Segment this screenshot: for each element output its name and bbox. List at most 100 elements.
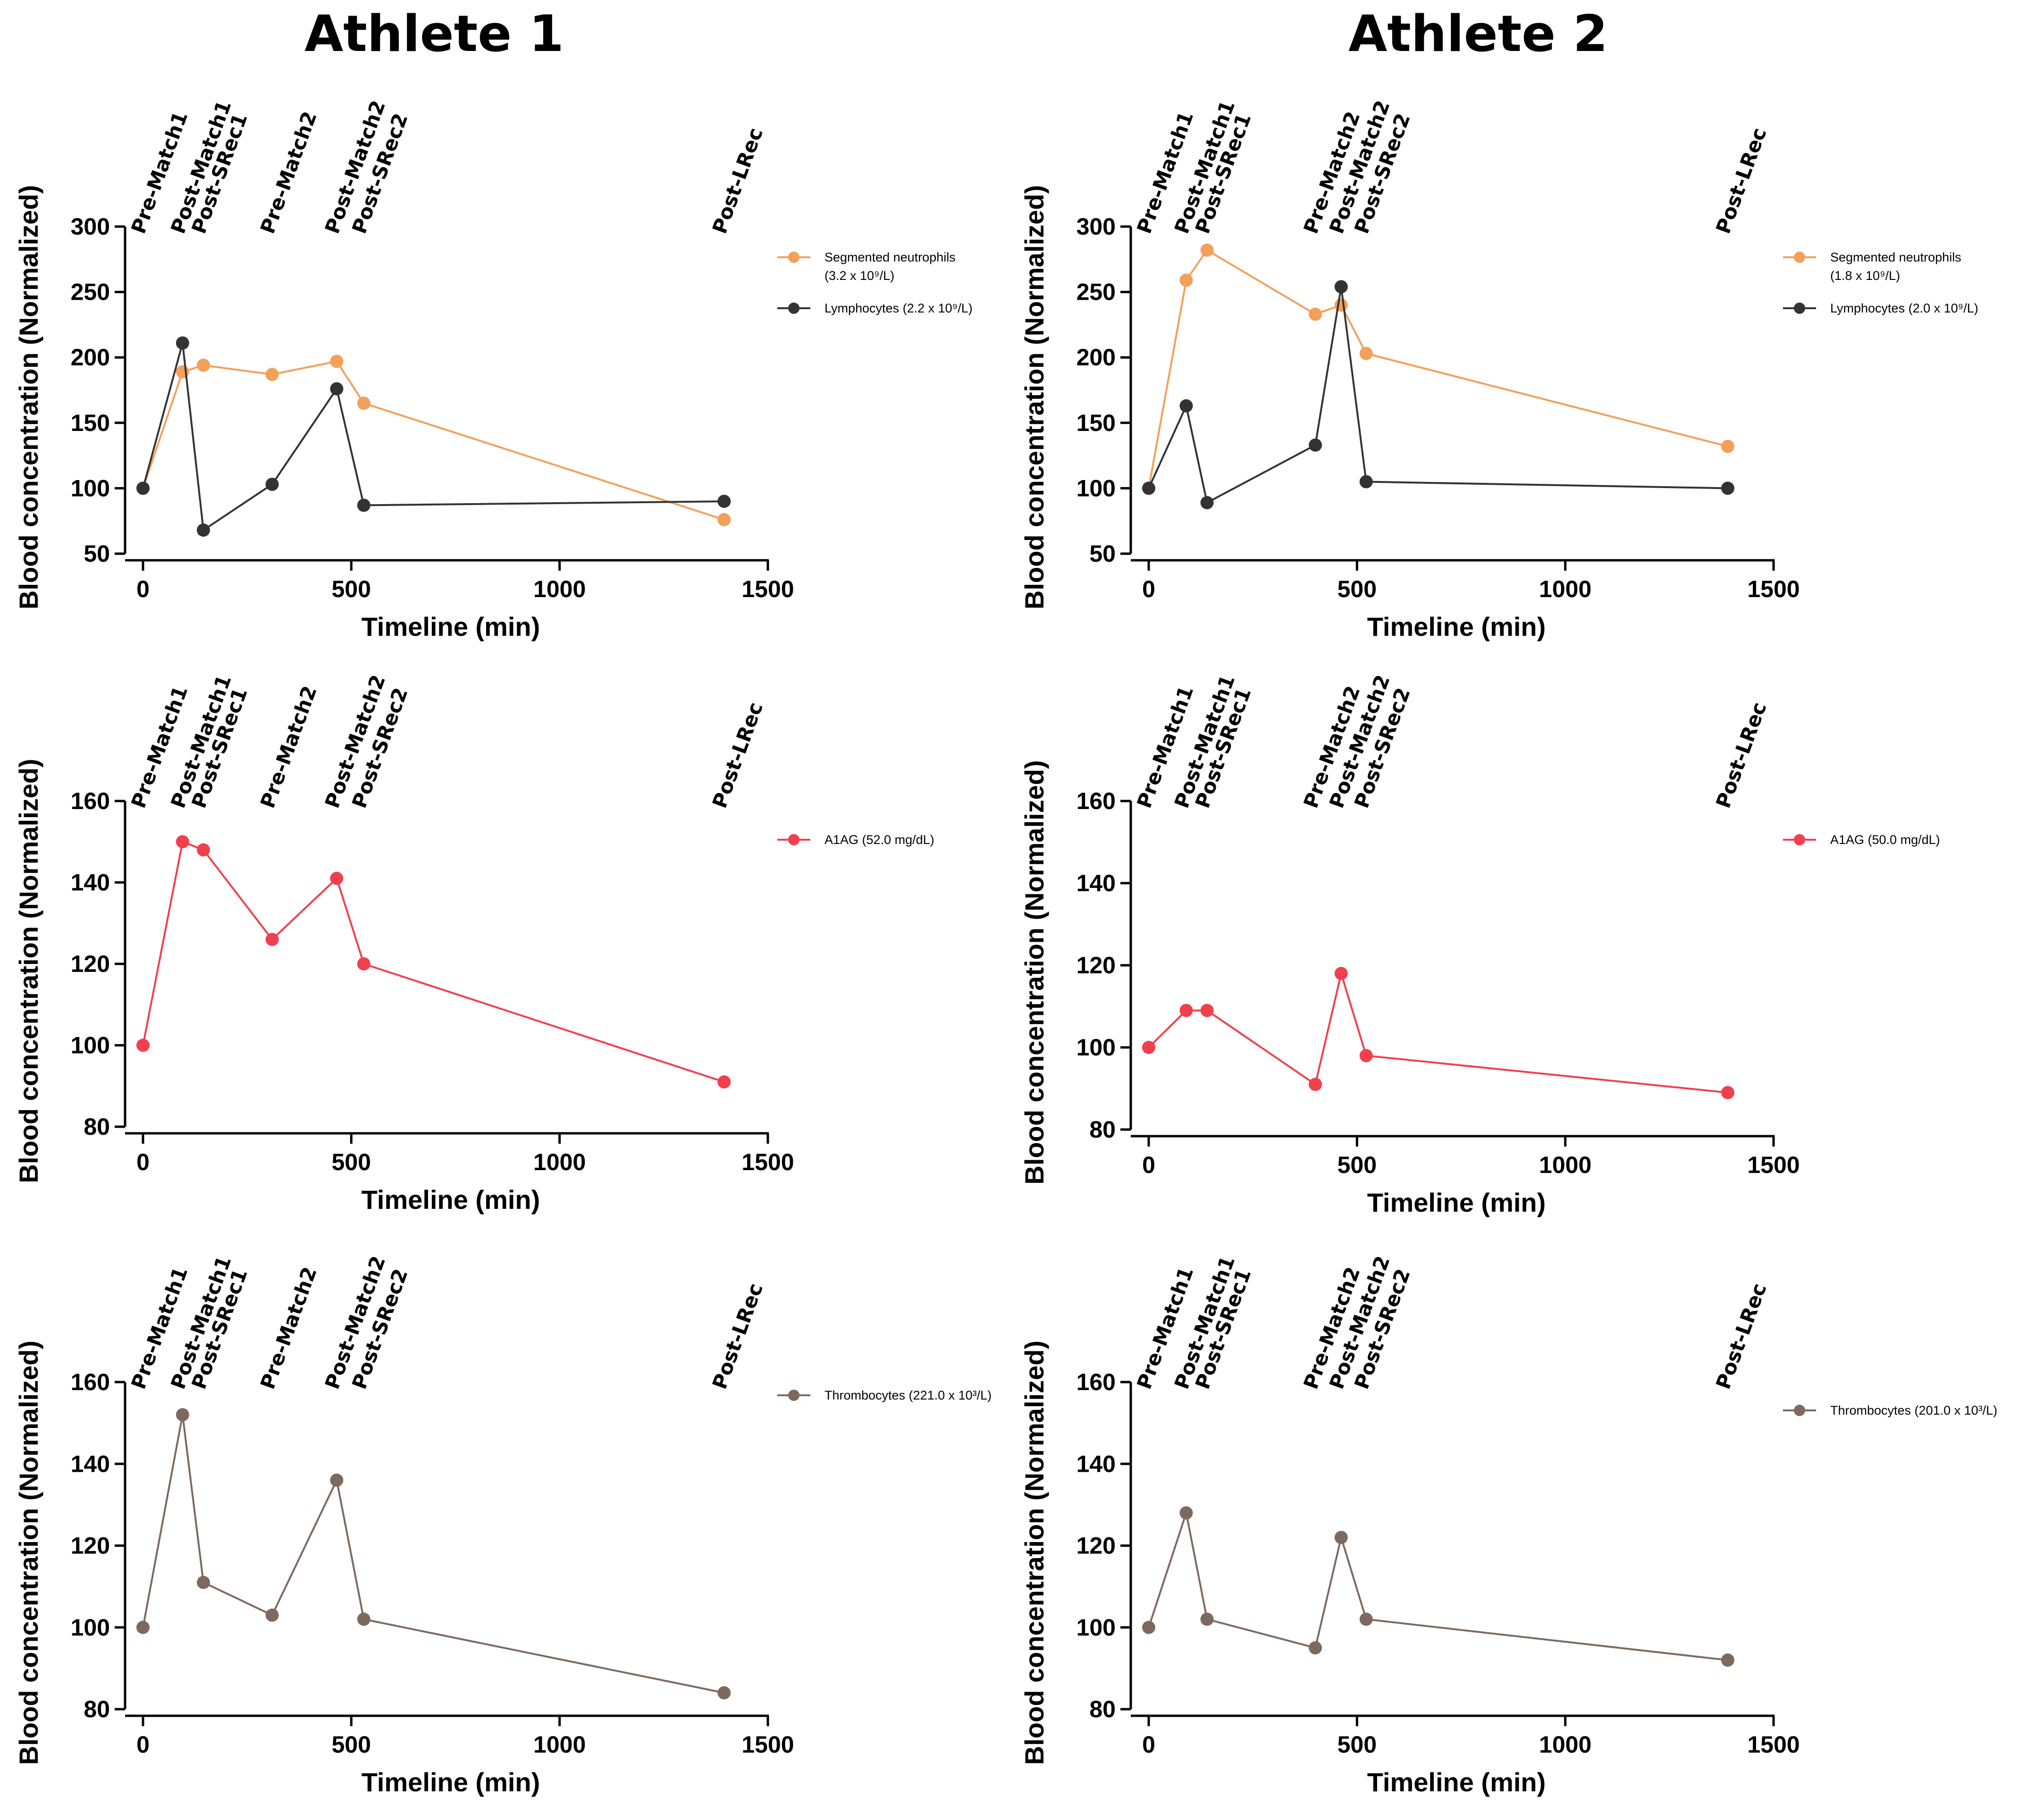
data-point	[1721, 481, 1734, 495]
athlete-2-heading: Athlete 2	[1348, 5, 1608, 63]
x-tick-label: 1000	[533, 576, 586, 602]
data-point	[357, 396, 370, 410]
y-tick-label: 140	[1077, 870, 1116, 896]
x-tick-label: 1500	[741, 576, 794, 602]
y-tick-label: 100	[1077, 1034, 1116, 1061]
series-line	[1148, 249, 1728, 489]
legend-label: Thrombocytes (201.0 x 10³/L)	[1830, 1403, 1997, 1417]
data-point	[265, 1608, 279, 1622]
data-point	[1721, 1653, 1734, 1667]
y-tick-label: 160	[1077, 1369, 1116, 1395]
legend-label-line2: (3.2 x 10⁹/L)	[824, 269, 894, 283]
x-tick-label: 0	[1142, 1731, 1155, 1758]
data-point	[357, 498, 370, 512]
x-tick-label: 0	[136, 1731, 150, 1758]
data-point	[1309, 438, 1322, 452]
x-axis-title: Timeline (min)	[362, 1185, 540, 1215]
y-tick-label: 200	[71, 344, 110, 371]
x-tick-label: 1500	[1747, 576, 1800, 602]
y-tick-label: 300	[1077, 213, 1116, 240]
legend-label: Segmented neutrophils	[1830, 250, 1961, 264]
y-tick-label: 80	[84, 1696, 110, 1722]
data-point	[1179, 273, 1193, 287]
x-tick-label: 500	[332, 576, 371, 602]
data-point	[136, 1038, 150, 1052]
x-tick-label: 500	[1337, 576, 1377, 602]
x-tick-label: 0	[1142, 576, 1155, 602]
data-point	[717, 495, 731, 508]
data-point	[357, 1612, 370, 1626]
y-tick-label: 100	[71, 1032, 110, 1059]
x-tick-label: 500	[332, 1149, 371, 1175]
legend-marker	[1794, 834, 1805, 845]
y-tick-label: 140	[71, 1451, 110, 1477]
data-point	[136, 481, 150, 495]
series-line	[1148, 970, 1728, 1094]
data-point	[357, 957, 370, 970]
chart-panel-2: 50 100 150 200 250 300 0 500 1000 1500 Timeline (m…	[1019, 97, 1978, 641]
data-point	[1179, 399, 1193, 413]
legend-label-line2: (1.8 x 10⁹/L)	[1830, 269, 1900, 283]
athlete-1-heading: Athlete 1	[304, 5, 564, 63]
data-point	[1334, 280, 1348, 294]
legend-label: Lymphocytes (2.0 x 10⁹/L)	[1830, 301, 1978, 315]
chart-panel-3: 80 100 120 140 160 0 500 1000 1500 Timeline (min)…	[14, 672, 934, 1215]
data-point	[176, 1408, 189, 1422]
data-point	[1142, 481, 1155, 495]
data-point	[1359, 346, 1373, 360]
data-point	[265, 368, 279, 381]
y-tick-label: 50	[84, 540, 110, 567]
y-tick-label: 100	[1077, 1614, 1116, 1641]
legend-marker	[788, 303, 799, 314]
event-label: Post-LRec	[708, 1280, 767, 1392]
data-point	[717, 513, 731, 526]
legend-marker	[788, 252, 799, 263]
data-point	[1721, 1086, 1734, 1099]
y-tick-label: 100	[1077, 475, 1116, 501]
data-point	[136, 1620, 150, 1634]
x-axis-title: Timeline (min)	[1367, 1767, 1546, 1797]
x-tick-label: 1000	[1539, 1152, 1591, 1178]
event-label: Post-LRec	[708, 125, 767, 236]
data-point	[1179, 1004, 1193, 1017]
data-point	[1309, 1641, 1322, 1655]
x-tick-label: 1000	[1539, 1731, 1591, 1758]
data-point	[176, 336, 189, 350]
legend-marker	[1794, 1405, 1805, 1416]
legend-marker	[788, 834, 799, 845]
y-axis-title: Blood concentration (Normalized)	[1019, 185, 1049, 609]
data-point	[176, 835, 189, 849]
data-point	[717, 1075, 731, 1089]
y-tick-label: 100	[71, 475, 110, 501]
data-point	[1309, 1078, 1322, 1091]
legend-marker	[788, 1390, 799, 1401]
series-line	[142, 360, 724, 521]
data-point	[330, 382, 344, 396]
x-tick-label: 1000	[533, 1149, 586, 1175]
y-axis-title: Blood concentration (Normalized)	[14, 1341, 43, 1765]
data-point	[196, 843, 210, 857]
legend-label: Segmented neutrophils	[824, 250, 956, 264]
y-axis-title: Blood concentration (Normalized)	[14, 759, 43, 1183]
y-tick-label: 140	[1077, 1451, 1116, 1477]
data-point	[1359, 1612, 1373, 1626]
y-tick-label: 160	[71, 1369, 110, 1395]
event-label: Post-LRec	[708, 699, 767, 811]
event-label: Post-LRec	[1711, 125, 1771, 236]
event-label: Post-LRec	[1711, 1280, 1771, 1392]
y-tick-label: 150	[1077, 410, 1116, 436]
y-tick-label: 160	[71, 788, 110, 814]
series-line	[142, 1414, 724, 1694]
legend-label: A1AG (50.0 mg/dL)	[1830, 833, 1940, 847]
x-tick-label: 1500	[1747, 1152, 1800, 1178]
series-line	[1148, 287, 1728, 504]
y-tick-label: 120	[71, 951, 110, 977]
legend-label: A1AG (52.0 mg/dL)	[824, 833, 934, 847]
x-tick-label: 1000	[533, 1731, 586, 1758]
data-point	[1142, 1620, 1155, 1634]
chart-panel-4: 80 100 120 140 160 0 500 1000 1500 Timeline (min)…	[1019, 672, 1940, 1217]
y-tick-label: 250	[1077, 279, 1116, 305]
series-line	[1148, 1509, 1728, 1662]
